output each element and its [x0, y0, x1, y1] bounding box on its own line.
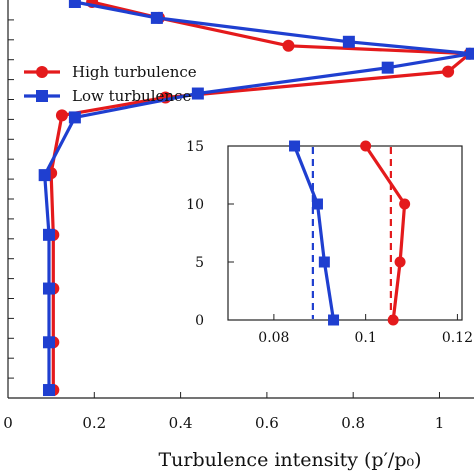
inset-series-1-point-2	[311, 198, 323, 210]
x-tick-label: 0.6	[255, 414, 279, 432]
inset-y-tick-label: 5	[195, 255, 204, 271]
series-1-point-8	[465, 47, 474, 60]
series-0-point-9	[282, 39, 295, 52]
series-1-point-2	[42, 282, 55, 295]
series-1-point-6	[191, 87, 204, 100]
series-1-point-3	[42, 228, 55, 241]
inset-series-1-point-3	[289, 140, 301, 152]
series-line-1	[43, 0, 474, 390]
x-tick-label: 1	[435, 414, 445, 432]
x-tick-label: 0.4	[169, 414, 193, 432]
x-tick-label: 0	[3, 414, 13, 432]
series-1-point-5	[68, 111, 81, 124]
legend-label-0: High turbulence	[72, 63, 197, 81]
series-1-point-4	[38, 169, 51, 182]
inset-y-tick-label: 10	[186, 197, 204, 213]
main-plot: 0 0.2 0.4 0.6 0.8 1 Turbulence intensity (p′/p…	[3, 0, 474, 471]
series-1-point-0	[42, 384, 55, 397]
inset-x-tick-label: 0.08	[258, 330, 289, 346]
series-0-point-7	[442, 65, 455, 78]
inset-series-0-point-2	[399, 198, 411, 210]
x-tick-label: 0.2	[82, 414, 106, 432]
inset-plot: 0 5 10 15 0.08 0.1 0.12	[186, 139, 473, 346]
inset-series-1-point-1	[318, 256, 330, 268]
series-1-point-7	[381, 61, 394, 74]
inset-x-tick-label: 0.12	[442, 330, 473, 346]
series-1-point-10	[150, 11, 163, 24]
series-line-0	[49, 0, 472, 390]
legend-label-1: Low turbulence	[72, 87, 191, 105]
inset-x-tick-label: 0.1	[355, 330, 377, 346]
inset-y-tick-label: 0	[195, 313, 204, 329]
inset-series-line-0	[364, 145, 407, 321]
legend-swatch-marker-1	[36, 90, 48, 102]
series-0-point-5	[55, 109, 68, 122]
inset-series-line-1	[293, 145, 336, 321]
legend: High turbulence Low turbulence	[24, 63, 197, 105]
x-tick-label: 0.8	[341, 414, 365, 432]
inset-series-1-point-0	[328, 314, 340, 326]
inset-series-0-point-0	[387, 314, 399, 326]
inset-series-0-point-1	[394, 256, 406, 268]
series-1-point-11	[68, 0, 81, 8]
inset-series-0-point-3	[360, 140, 372, 152]
series-1-point-9	[342, 35, 355, 48]
inset-y-tick-label: 15	[186, 139, 204, 155]
x-axis-label: Turbulence intensity (p′/p₀)	[158, 449, 421, 471]
inset-frame	[227, 145, 463, 321]
legend-swatch-marker-0	[36, 66, 48, 78]
series-1-point-1	[42, 336, 55, 349]
